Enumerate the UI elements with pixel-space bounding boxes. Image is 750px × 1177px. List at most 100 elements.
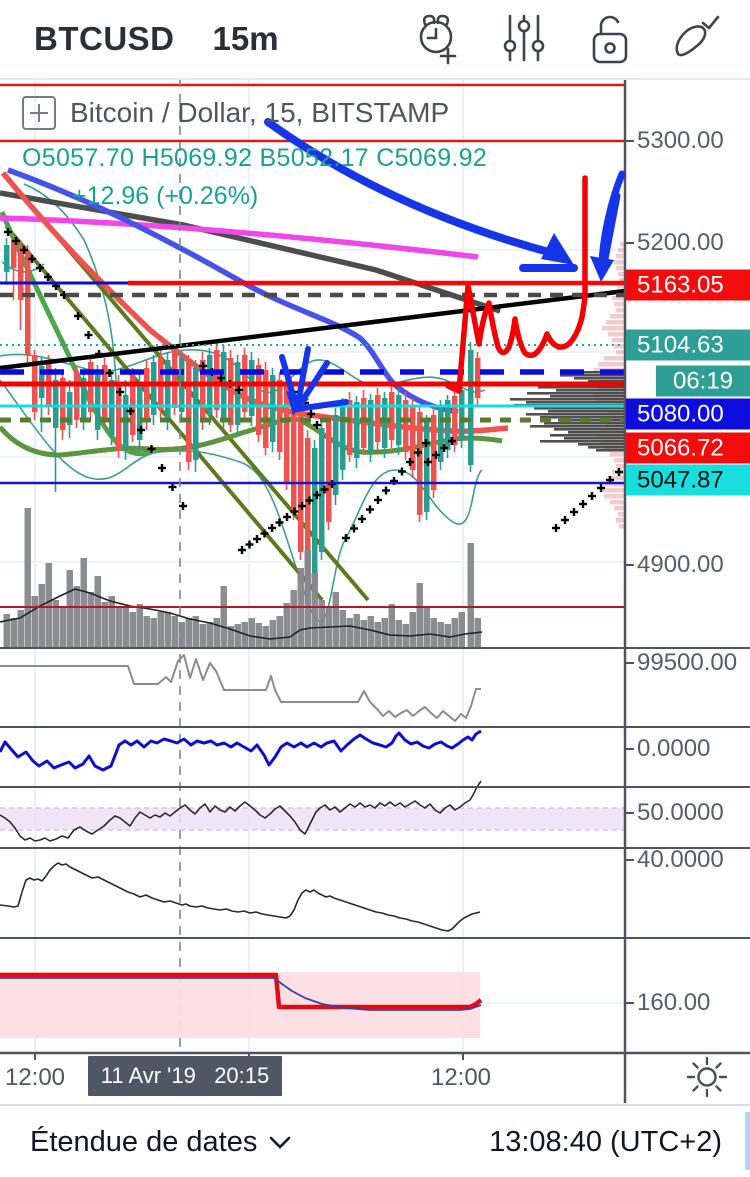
volume-bar bbox=[227, 626, 234, 648]
sar-cross bbox=[382, 486, 390, 495]
sar-cross bbox=[147, 445, 156, 453]
candle-body bbox=[438, 408, 444, 462]
candle-body bbox=[200, 360, 206, 422]
time-axis-label: 12:00 bbox=[430, 1064, 492, 1091]
volume-bar bbox=[143, 616, 150, 648]
sar-cross bbox=[84, 331, 93, 339]
sar-cross bbox=[570, 508, 578, 516]
volume-bar bbox=[262, 626, 269, 648]
lock-button[interactable] bbox=[584, 10, 636, 66]
volume-histogram-layer bbox=[3, 508, 481, 648]
volume-profile-bar bbox=[534, 407, 624, 410]
candle-body bbox=[368, 400, 374, 452]
pink-profile-bar bbox=[614, 458, 625, 463]
volume-bar bbox=[276, 616, 283, 648]
pink-profile-bar bbox=[616, 350, 625, 355]
volume-bar bbox=[283, 603, 290, 648]
volume-profile-bar bbox=[540, 416, 624, 419]
volume-bar bbox=[136, 604, 143, 648]
interval-selector[interactable]: 15m bbox=[212, 20, 279, 57]
candle-body bbox=[88, 362, 94, 412]
pink-profile-bar bbox=[618, 248, 625, 253]
draw-button[interactable] bbox=[670, 10, 722, 66]
volume-bar bbox=[150, 618, 157, 648]
candle-body bbox=[452, 396, 458, 445]
candle-body bbox=[18, 248, 24, 300]
sar-cross bbox=[44, 273, 52, 281]
drawings-layer[interactable] bbox=[264, 118, 626, 415]
sar-cross bbox=[424, 458, 432, 466]
volume-profile-bar bbox=[548, 410, 624, 413]
sar-cross bbox=[137, 426, 145, 434]
volume-bar bbox=[395, 620, 402, 648]
volume-bar bbox=[164, 612, 171, 648]
volume-bar bbox=[24, 508, 31, 648]
volume-bar bbox=[409, 612, 416, 648]
date-range-button[interactable]: Étendue de dates bbox=[30, 1126, 291, 1159]
sar-cross bbox=[320, 485, 329, 494]
candles-layer bbox=[4, 233, 481, 598]
volume-bar bbox=[234, 624, 241, 648]
volume-bar bbox=[318, 600, 325, 648]
sar-cross bbox=[290, 507, 299, 516]
sar-cross bbox=[74, 312, 82, 320]
sar-cross bbox=[298, 502, 306, 510]
pink-profile-bar bbox=[600, 488, 625, 493]
volume-profile-bar bbox=[574, 377, 624, 380]
sar-cross bbox=[4, 228, 12, 236]
sar-cross bbox=[358, 515, 366, 523]
pink-profile-bar bbox=[620, 242, 625, 247]
volume-profile-bar bbox=[540, 440, 624, 443]
candle-body bbox=[214, 350, 220, 410]
candle-body bbox=[81, 378, 87, 418]
candle-body bbox=[361, 398, 367, 448]
olive-trendline-1 bbox=[4, 224, 324, 602]
time-axis-label: 12:00 bbox=[4, 1064, 66, 1091]
volume-bar bbox=[192, 616, 199, 648]
volume-bar bbox=[185, 618, 192, 648]
volume-bar bbox=[451, 618, 458, 648]
magenta-ma bbox=[0, 215, 479, 260]
candle-body bbox=[165, 360, 171, 420]
candle-body bbox=[137, 382, 143, 440]
volume-profile-bar bbox=[510, 398, 624, 401]
legend-expand-icon[interactable] bbox=[22, 96, 56, 130]
chevron-down-icon bbox=[270, 1136, 291, 1149]
volume-bar bbox=[430, 618, 437, 648]
candle-body bbox=[431, 415, 437, 490]
alert-add-button[interactable] bbox=[412, 10, 464, 66]
atr-blue-line bbox=[0, 977, 482, 1011]
pink-profile-bar bbox=[618, 272, 625, 277]
candle-body bbox=[417, 412, 423, 515]
candle-body bbox=[347, 400, 353, 455]
volume-bar bbox=[45, 563, 52, 648]
sar-cross bbox=[350, 524, 358, 533]
volume-bar bbox=[332, 592, 339, 648]
volume-bar bbox=[3, 614, 10, 648]
pink-profile-bar bbox=[614, 344, 625, 349]
crosshair-date-tooltip: 11 Avr '19 20:15 bbox=[88, 1056, 282, 1096]
brightness-button[interactable] bbox=[664, 1053, 750, 1101]
candle-body bbox=[25, 252, 31, 355]
symbol-title[interactable]: BTCUSD bbox=[34, 20, 175, 57]
pink-profile-bar bbox=[602, 326, 625, 331]
volume-profile-bar bbox=[578, 443, 624, 446]
blue-ma bbox=[7, 167, 459, 415]
volume-profile-bar bbox=[588, 446, 624, 449]
black-trendline[interactable] bbox=[0, 288, 626, 371]
clock-display: 13:08:40 (UTC+2) bbox=[489, 1126, 722, 1158]
sar-cross bbox=[588, 492, 596, 500]
candle-body bbox=[410, 405, 416, 470]
price-levels-layer bbox=[0, 83, 625, 608]
candle-body bbox=[305, 438, 311, 590]
red-scribble bbox=[445, 175, 588, 394]
blue-arrow-fan-head bbox=[286, 391, 309, 415]
sar-cross bbox=[238, 546, 246, 554]
indicators-button[interactable] bbox=[498, 10, 550, 66]
sar-cross bbox=[374, 496, 382, 504]
volume-profile-bar bbox=[526, 413, 624, 416]
indicators-icon bbox=[503, 14, 545, 62]
volume-bar bbox=[458, 612, 465, 648]
sar-cross bbox=[342, 534, 350, 542]
